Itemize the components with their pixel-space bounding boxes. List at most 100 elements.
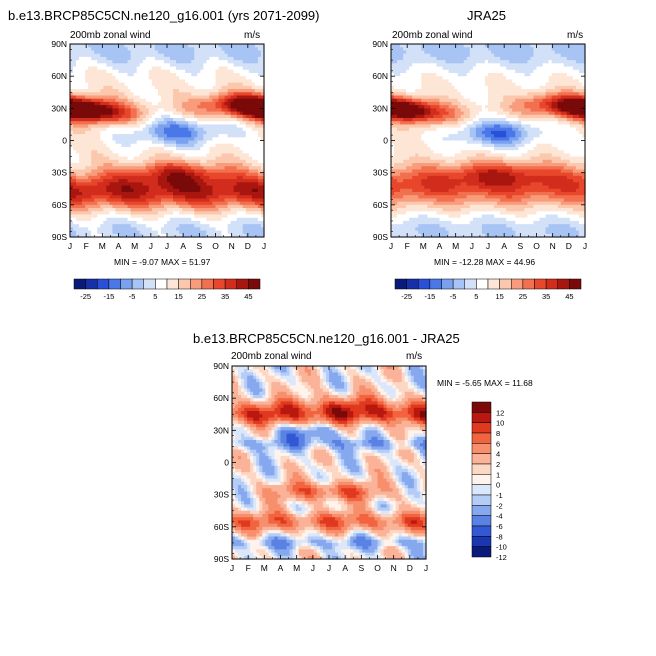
model-colorbar-swatch <box>131 278 145 290</box>
diff-contour-field <box>232 366 427 560</box>
diff-x-tick-label: J <box>424 563 428 573</box>
obs-title: JRA25 <box>467 8 507 23</box>
obs-colorbar-swatch <box>476 278 489 290</box>
model-x-tick-label: J <box>149 241 153 251</box>
diff-y-tick-label: 90N <box>213 361 229 371</box>
model-y-tick-label: 90N <box>51 39 67 49</box>
obs-x-tick-label: J <box>389 241 393 251</box>
obs-colorbar-swatch <box>487 278 500 290</box>
obs-colorbar-swatch <box>418 278 431 290</box>
diff-colorbar-label: 10 <box>496 419 504 428</box>
model-colorbar-label: 25 <box>198 292 206 301</box>
model-x-tick-label: O <box>212 241 219 251</box>
obs-x-tick-label: F <box>405 241 410 251</box>
model-colorbar-swatch <box>85 278 98 290</box>
diff-x-tick-label: J <box>311 563 315 573</box>
obs-x-tick-label: M <box>420 241 427 251</box>
model-colorbar-label: 35 <box>221 292 229 301</box>
obs-y-tick-label: 30N <box>372 103 388 113</box>
model-colorbar-swatch <box>190 278 203 290</box>
obs-units-label: m/s <box>567 30 584 41</box>
obs-colorbar-label: 5 <box>474 292 478 301</box>
diff-colorbar-label: 6 <box>496 439 500 448</box>
obs-colorbar-swatch <box>557 278 570 290</box>
obs-colorbar-swatch <box>522 278 535 290</box>
obs-colorbar-swatch <box>464 278 477 290</box>
diff-colorbar-label: 4 <box>496 450 500 459</box>
obs-colorbar-label: 25 <box>519 292 527 301</box>
diff-colorbar-swatch <box>471 401 492 413</box>
model-y-tick-label: 60N <box>51 71 67 81</box>
obs-minmax-label: MIN = -12.28 MAX = 44.96 <box>434 257 536 267</box>
diff-x-tick-label: A <box>278 563 284 573</box>
model-x-tick-label: F <box>84 241 89 251</box>
model-contour-field <box>70 44 265 238</box>
diff-x-tick-label: A <box>342 563 348 573</box>
obs-colorbar-swatch <box>511 278 524 290</box>
model-x-tick-label: A <box>116 241 122 251</box>
model-x-tick-label: J <box>68 241 72 251</box>
model-title: b.e13.BRCP85C5CN.ne120_g16.001 (yrs 2071… <box>8 8 320 23</box>
model-x-tick-label: J <box>262 241 266 251</box>
diff-colorbar-swatch <box>471 546 492 558</box>
obs-contour-field <box>391 44 586 238</box>
obs-x-tick-label: A <box>437 241 443 251</box>
obs-colorbar-swatch <box>569 278 582 290</box>
obs-colorbar-label: 15 <box>495 292 503 301</box>
model-colorbar-label: 15 <box>174 292 182 301</box>
obs-x-tick-label: J <box>470 241 474 251</box>
obs-colorbar-swatch <box>452 278 466 290</box>
obs-x-tick-label: J <box>583 241 587 251</box>
model-colorbar-swatch <box>248 278 261 290</box>
obs-colorbar-swatch <box>499 278 512 290</box>
diff-y-tick-label: 60S <box>214 522 229 532</box>
diff-colorbar-swatch <box>471 453 492 465</box>
diff-x-tick-label: J <box>230 563 234 573</box>
obs-colorbar-swatch <box>429 278 442 290</box>
model-y-tick-label: 30N <box>51 103 67 113</box>
model-colorbar-label: 45 <box>244 292 252 301</box>
diff-colorbar-swatch <box>471 422 492 434</box>
obs-x-tick-label: A <box>501 241 507 251</box>
obs-y-tick-label: 0 <box>383 136 388 146</box>
diff-colorbar-swatch <box>471 432 492 444</box>
diff-colorbar-swatch <box>471 505 492 516</box>
diff-x-tick-label: M <box>293 563 300 573</box>
diff-x-tick-label: N <box>391 563 397 573</box>
obs-colorbar-swatch <box>441 278 454 290</box>
obs-colorbar-label: 45 <box>565 292 573 301</box>
diff-colorbar-swatch <box>471 515 492 527</box>
diff-x-tick-label: D <box>407 563 413 573</box>
model-colorbar-swatch <box>108 278 121 290</box>
diff-colorbar-label: 12 <box>496 408 504 417</box>
diff-x-tick-label: O <box>374 563 381 573</box>
diff-y-tick-label: 90S <box>214 554 229 564</box>
obs-x-tick-label: O <box>533 241 540 251</box>
model-colorbar-swatch <box>73 278 86 290</box>
diff-colorbar-label: 2 <box>496 460 500 469</box>
diff-colorbar-label: -2 <box>496 501 503 510</box>
obs-x-tick-label: S <box>517 241 523 251</box>
obs-x-tick-label: N <box>550 241 556 251</box>
diff-y-tick-label: 30N <box>213 425 229 435</box>
diff-y-tick-label: 60N <box>213 393 229 403</box>
diff-units-label: m/s <box>406 351 423 362</box>
obs-colorbar-label: -25 <box>401 292 412 301</box>
obs-y-tick-label: 90S <box>373 232 388 242</box>
obs-variable-label: 200mb zonal wind <box>392 30 473 41</box>
model-y-tick-label: 90S <box>52 232 67 242</box>
model-x-tick-label: M <box>99 241 106 251</box>
model-x-tick-label: A <box>180 241 186 251</box>
model-colorbar-label: 5 <box>153 292 157 301</box>
diff-colorbar-label: -12 <box>496 553 507 562</box>
diff-colorbar-label: 0 <box>496 481 500 490</box>
diff-colorbar-swatch <box>471 463 492 475</box>
diff-colorbar-label: -6 <box>496 522 503 531</box>
diff-colorbar-swatch <box>471 536 492 547</box>
model-colorbar-swatch <box>97 278 110 290</box>
diff-colorbar-label: 8 <box>496 429 500 438</box>
model-colorbar-swatch <box>213 278 226 290</box>
model-x-tick-label: S <box>196 241 202 251</box>
model-y-tick-label: 0 <box>62 136 67 146</box>
